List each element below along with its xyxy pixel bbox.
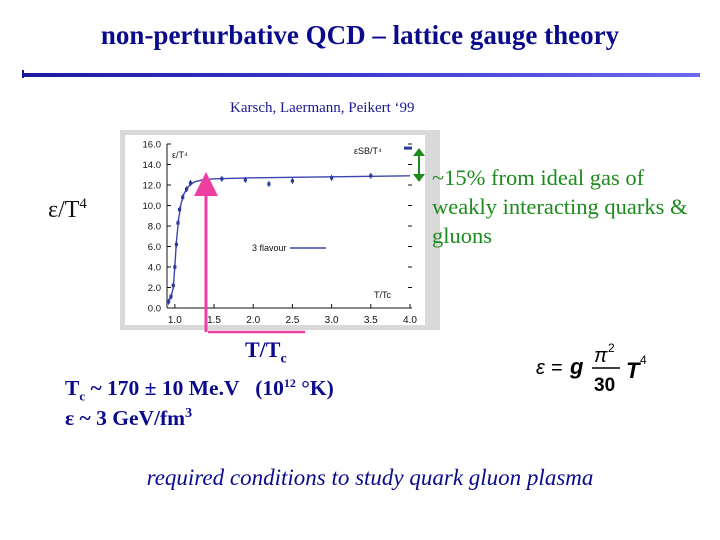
data-point — [174, 242, 179, 247]
stefan-boltzmann-formula: ε = g π 2 30 T 4 — [536, 341, 647, 396]
title-rule — [22, 73, 700, 77]
formula-num-exp: 2 — [608, 341, 615, 355]
x-axis-label-main: T/T — [245, 337, 281, 362]
tc-unit: °K) — [295, 376, 334, 401]
x-tick-label: 2.0 — [246, 315, 260, 326]
x-tick-label: 3.5 — [364, 315, 378, 326]
data-point — [173, 265, 177, 269]
gap-arrow-top — [413, 148, 425, 156]
plot-area — [125, 135, 425, 325]
data-point — [267, 182, 271, 186]
x-tick-label: 2.5 — [285, 315, 299, 326]
y-tick-label: 6.0 — [148, 242, 161, 253]
y-tick-label: 0.0 — [148, 304, 161, 315]
inner-sb-label: εSB/T⁴ — [354, 146, 382, 156]
energy-sup: 3 — [185, 406, 193, 421]
y-tick-label: 16.0 — [143, 140, 162, 151]
y-tick-label: 2.0 — [148, 283, 161, 294]
y-tick-label: 4.0 — [148, 263, 161, 274]
data-point — [220, 177, 224, 181]
tc-prefix: T — [65, 376, 80, 401]
ideal-gas-annotation: ~15% from ideal gas of weakly interactin… — [432, 165, 688, 248]
data-point — [290, 179, 295, 183]
data-point — [369, 174, 373, 178]
legend-label: 3 flavour — [252, 243, 287, 253]
inner-x-label: T/Tc — [374, 290, 391, 300]
gap-arrow-bottom — [413, 174, 425, 182]
formula-den: 30 — [594, 375, 615, 396]
x-tick-label: 1.5 — [207, 315, 221, 326]
data-point — [181, 195, 185, 199]
x-tick-label: 1.0 — [168, 315, 182, 326]
formula-lhs: ε — [536, 357, 546, 379]
energy-value: ε ~ 3 GeV/fm — [65, 406, 186, 431]
formula-T-exp: 4 — [640, 353, 647, 367]
data-point — [188, 181, 193, 185]
citation: Karsch, Laermann, Peikert ‘99 — [230, 100, 415, 116]
data-point — [169, 295, 173, 299]
x-tick-label: 3.0 — [325, 315, 339, 326]
critical-temperature-line: Tc ~ 170 ± 10 Me.V (1012 °K) — [65, 376, 334, 404]
tc-value: ~ 170 ± 10 Me.V (10 — [85, 376, 284, 401]
formula-eq: = — [551, 357, 563, 379]
formula-num: π — [594, 345, 608, 367]
x-axis-label-sub: c — [280, 351, 287, 367]
title-rule-tick — [22, 70, 24, 78]
data-point — [171, 283, 175, 288]
formula-g: g — [569, 354, 584, 379]
formula-T: T — [626, 358, 641, 383]
y-tick-label: 12.0 — [143, 181, 162, 192]
data-point — [184, 187, 189, 191]
data-point — [177, 208, 182, 212]
data-point — [330, 176, 334, 180]
y-tick-label: 10.0 — [143, 201, 162, 212]
y-tick-label: 14.0 — [143, 160, 162, 171]
data-point — [166, 300, 171, 304]
data-point — [243, 178, 247, 182]
y-axis-label-main: ε/T — [48, 197, 80, 223]
y-tick-label: 8.0 — [148, 222, 161, 233]
x-axis-label: T/Tc — [245, 337, 287, 367]
data-point — [176, 221, 180, 225]
slide-title: non-perturbative QCD – lattice gauge the… — [100, 20, 620, 50]
x-tick-label: 4.0 — [403, 315, 417, 326]
tc-exp: 12 — [283, 376, 296, 390]
y-axis-label: ε/T4 — [48, 196, 87, 224]
energy-density-line: ε ~ 3 GeV/fm3 — [65, 406, 192, 431]
tc-sub: c — [79, 388, 86, 404]
lattice-energy-density-chart: 0.0 2.0 4.0 6.0 8.0 10.0 12.0 14.0 16.0 1.0 1.5 2.0… — [120, 130, 440, 330]
summary-text: required conditions to study quark gluon… — [146, 465, 594, 490]
inner-y-label: ε/T⁴ — [172, 150, 188, 160]
y-axis-label-exp: 4 — [79, 196, 87, 212]
